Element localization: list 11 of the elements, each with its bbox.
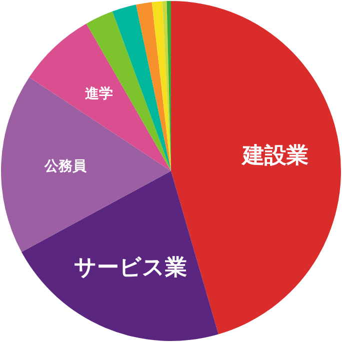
pie-slice <box>22 171 218 341</box>
pie-slice <box>112 4 171 171</box>
slice-label: 進学 <box>84 86 113 102</box>
pie-slice <box>152 1 171 171</box>
slice-label: 公務員 <box>44 158 88 174</box>
pie-slice <box>1 77 171 252</box>
pie-slice <box>136 2 171 171</box>
pie-slice <box>29 24 171 171</box>
slice-label: サービス業 <box>74 256 187 281</box>
pie-slice <box>86 11 171 171</box>
slice-label: 建設業 <box>240 144 308 169</box>
